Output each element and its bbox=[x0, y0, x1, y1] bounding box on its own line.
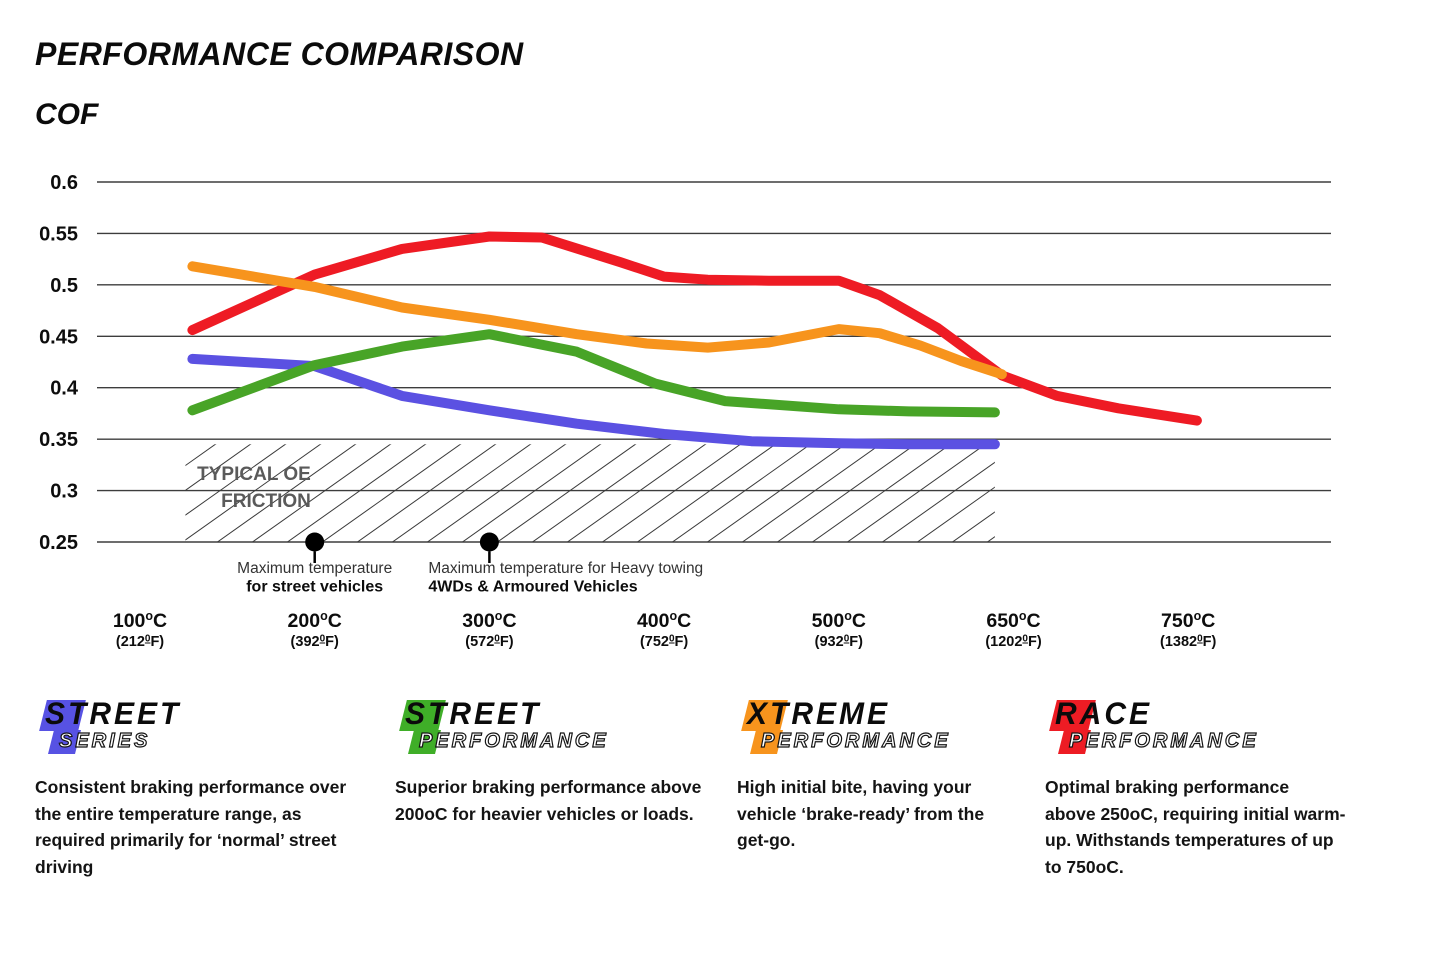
street-series-logo: STREET SERIES bbox=[35, 697, 370, 759]
x-tick-label-celsius: 200oC bbox=[288, 609, 342, 632]
logo-word-primary: STREET bbox=[405, 697, 542, 732]
logo-word-secondary: PERFORMANCE bbox=[1068, 729, 1259, 752]
logo-word-primary: RACE bbox=[1055, 697, 1153, 732]
x-tick-label-celsius: 100oC bbox=[113, 609, 167, 632]
series-street-performance bbox=[187, 329, 1000, 418]
x-tick-label-fahrenheit: (7520F) bbox=[640, 634, 688, 651]
legend-description: Optimal braking performance above 250oC,… bbox=[1045, 777, 1346, 877]
logo-word-primary: STREET bbox=[45, 697, 182, 732]
legend-item-street-performance: STREET PERFORMANCE Superior braking perf… bbox=[395, 697, 725, 827]
y-tick-label: 0.3 bbox=[50, 481, 78, 503]
legend-item-xtreme-performance: XTREME PERFORMANCE High initial bite, ha… bbox=[737, 697, 1027, 854]
xtreme-performance-logo: XTREME PERFORMANCE bbox=[737, 697, 1027, 759]
x-tick-label-celsius: 650oC bbox=[986, 609, 1040, 632]
x-tick-label-celsius: 750oC bbox=[1161, 609, 1215, 632]
logo-word-secondary: SERIES bbox=[58, 729, 151, 752]
max-temperature-marker-dot bbox=[479, 532, 499, 552]
y-tick-label: 0.6 bbox=[50, 172, 78, 194]
marker-label: 4WDs & Armoured Vehicles bbox=[428, 579, 637, 596]
x-tick-label-celsius: 500oC bbox=[812, 609, 866, 632]
x-tick-label-fahrenheit: (13820F) bbox=[1160, 634, 1217, 651]
legend-description: Superior braking performance above 200oC… bbox=[395, 777, 702, 824]
logo-word-primary: XTREME bbox=[747, 697, 891, 732]
y-tick-label: 0.5 bbox=[50, 275, 78, 297]
marker-label: Maximum temperature bbox=[237, 560, 392, 577]
marker-label: for street vehicles bbox=[246, 579, 383, 596]
legend-description: High initial bite, having your vehicle ‘… bbox=[737, 777, 985, 850]
legend-item-race-performance: RACE PERFORMANCE Optimal braking perform… bbox=[1045, 697, 1375, 880]
page-title: PERFORMANCE COMPARISON bbox=[35, 36, 524, 72]
y-tick-label: 0.4 bbox=[50, 378, 79, 400]
typical-oe-label: TYPICAL OE bbox=[197, 464, 311, 485]
y-tick-label: 0.35 bbox=[39, 429, 78, 451]
marker-label: Maximum temperature for Heavy towing bbox=[428, 560, 703, 577]
logo-word-secondary: PERFORMANCE bbox=[760, 729, 951, 752]
x-tick-label-fahrenheit: (12020F) bbox=[985, 634, 1042, 651]
max-temperature-marker-dot bbox=[305, 532, 325, 552]
race-performance-logo: RACE PERFORMANCE bbox=[1045, 697, 1375, 759]
legend: STREET SERIES Consistent braking perform… bbox=[0, 697, 1445, 907]
legend-item-street-series: STREET SERIES Consistent braking perform… bbox=[35, 697, 370, 880]
performance-chart: 0.6 0.55 0.5 0.45 0.4 0.35 0.3 0.25 TYPICAL OE FR… bbox=[39, 172, 1331, 651]
x-tick-label-fahrenheit: (3920F) bbox=[291, 634, 339, 651]
series-street-series bbox=[187, 353, 1000, 450]
legend-description: Consistent braking performance over the … bbox=[35, 777, 347, 877]
x-tick-label-celsius: 300oC bbox=[462, 609, 516, 632]
y-tick-label: 0.45 bbox=[39, 326, 78, 348]
series-xtreme-performance bbox=[187, 261, 1007, 380]
y-axis-title: COF bbox=[35, 98, 99, 131]
typical-oe-hatch bbox=[185, 444, 995, 542]
typical-oe-label: FRICTION bbox=[221, 491, 311, 512]
x-tick-label-celsius: 400oC bbox=[637, 609, 691, 632]
x-tick-label-fahrenheit: (5720F) bbox=[465, 634, 513, 651]
x-tick-label-fahrenheit: (9320F) bbox=[815, 634, 863, 651]
series-race-performance bbox=[187, 231, 1202, 426]
y-tick-label: 0.25 bbox=[39, 532, 78, 554]
x-tick-label-fahrenheit: (2120F) bbox=[116, 634, 164, 651]
street-performance-logo: STREET PERFORMANCE bbox=[395, 697, 725, 759]
y-tick-label: 0.55 bbox=[39, 223, 78, 245]
logo-word-secondary: PERFORMANCE bbox=[418, 729, 609, 752]
